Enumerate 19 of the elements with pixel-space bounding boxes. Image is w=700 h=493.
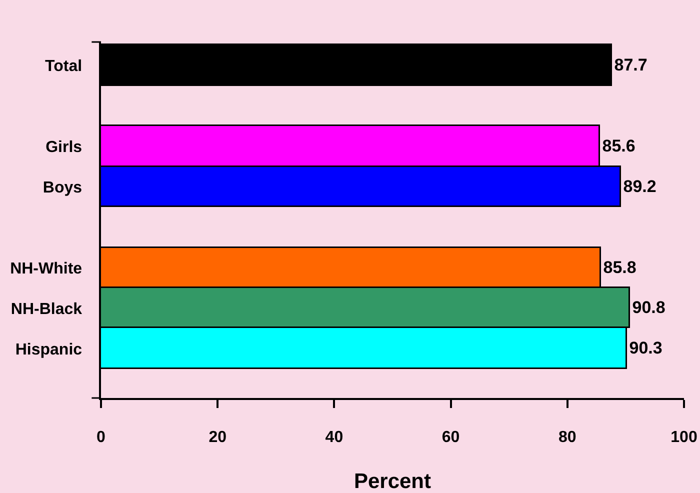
x-tick-label: 20 bbox=[208, 428, 227, 446]
x-tick-label: 40 bbox=[325, 428, 344, 446]
x-tick-label: 0 bbox=[96, 428, 106, 446]
x-tick-label: 80 bbox=[558, 428, 576, 446]
x-axis-title: Percent bbox=[354, 470, 432, 493]
y-tick-label: Boys bbox=[42, 179, 82, 196]
data-label: 85.6 bbox=[602, 136, 636, 156]
data-label: 90.8 bbox=[632, 298, 666, 317]
x-tick-label: 60 bbox=[442, 428, 460, 446]
data-label: 89.2 bbox=[623, 176, 656, 196]
y-tick-label: Hispanic bbox=[15, 341, 82, 358]
data-label: 90.3 bbox=[629, 338, 662, 358]
y-tick-label: Girls bbox=[46, 138, 82, 156]
y-tick-label: NH-Black bbox=[10, 300, 82, 318]
data-label: 87.7 bbox=[614, 55, 648, 74]
y-tick-label: NH-White bbox=[10, 260, 82, 278]
y-tick-label: Total bbox=[45, 58, 82, 76]
data-label: 85.8 bbox=[603, 258, 636, 277]
x-tick-label: 100 bbox=[670, 428, 698, 446]
